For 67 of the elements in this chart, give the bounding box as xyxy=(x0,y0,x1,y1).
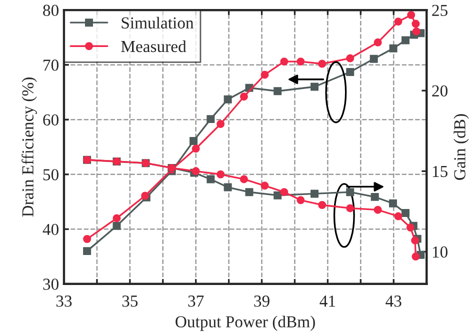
point xyxy=(402,36,410,44)
y-tick-label: 50 xyxy=(43,169,58,180)
point xyxy=(374,206,382,214)
point xyxy=(274,191,282,200)
point xyxy=(245,188,254,196)
point xyxy=(407,11,416,19)
point xyxy=(388,199,397,208)
point xyxy=(274,87,282,96)
point xyxy=(374,38,382,46)
point xyxy=(224,183,232,192)
point xyxy=(394,18,402,26)
point xyxy=(112,222,121,230)
y2-axis-title: Gain (dB) xyxy=(454,114,469,180)
y-tick-label: 80 xyxy=(43,4,58,16)
point xyxy=(280,188,288,196)
point xyxy=(83,235,92,243)
x-tick-label: 35 xyxy=(122,296,138,307)
y2-tick-label: 15 xyxy=(432,166,448,178)
legend-label: Measured xyxy=(121,40,186,52)
point xyxy=(346,54,354,62)
point xyxy=(260,70,269,79)
legend-label: Simulation xyxy=(122,16,194,29)
point xyxy=(318,201,326,209)
point xyxy=(192,144,200,153)
x-tick-label: 41 xyxy=(320,296,336,307)
y2-tick-label: 10 xyxy=(432,246,448,258)
point xyxy=(224,95,232,104)
point xyxy=(389,44,398,52)
point xyxy=(318,60,326,68)
x-tick-label: 43 xyxy=(386,296,402,307)
y-axis-title: Drain Efficiency (%) xyxy=(22,78,37,217)
point xyxy=(406,224,414,232)
point xyxy=(412,27,420,36)
point xyxy=(394,212,402,220)
point xyxy=(83,247,92,256)
point xyxy=(206,115,215,124)
point xyxy=(216,170,225,178)
point xyxy=(240,92,248,101)
x-axis-title: Output Power (dBm) xyxy=(176,316,315,331)
point xyxy=(216,120,225,128)
point xyxy=(310,82,319,91)
point xyxy=(296,58,305,66)
x-tick-label: 37 xyxy=(188,296,204,307)
point xyxy=(112,214,121,222)
point xyxy=(280,58,288,66)
y-tick-label: 60 xyxy=(43,114,58,126)
y-tick-label: 30 xyxy=(43,278,58,290)
point xyxy=(370,54,378,63)
point xyxy=(296,196,305,204)
point xyxy=(412,252,420,261)
y-tick-label: 40 xyxy=(42,224,58,236)
x-tick-label: 33 xyxy=(56,296,72,307)
point xyxy=(346,188,354,196)
point xyxy=(402,209,410,218)
y-tick-label: 70 xyxy=(44,60,58,71)
point xyxy=(240,175,248,184)
point xyxy=(260,182,269,190)
point xyxy=(310,190,319,198)
x-tick-label: 39 xyxy=(254,296,270,307)
point xyxy=(206,175,215,184)
y2-tick-label: 25 xyxy=(432,4,448,16)
point xyxy=(412,20,420,28)
point xyxy=(346,68,354,76)
y2-tick-label: 20 xyxy=(432,85,448,97)
point xyxy=(190,136,198,145)
point xyxy=(346,204,354,212)
point xyxy=(370,192,379,201)
